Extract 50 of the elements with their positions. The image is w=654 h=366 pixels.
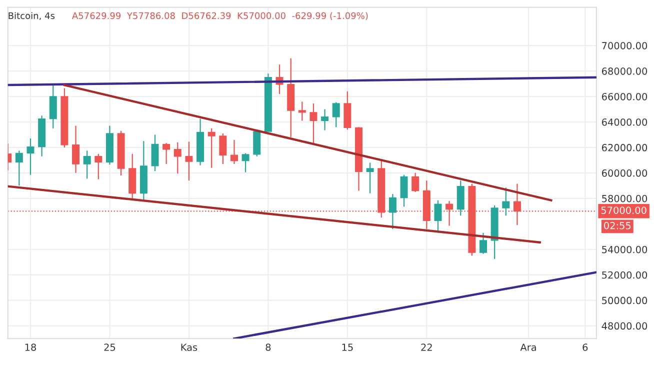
candlestick bbox=[185, 141, 193, 182]
x-tick-label: 22 bbox=[421, 344, 432, 351]
x-tick-label: Ara bbox=[520, 344, 536, 351]
candlestick bbox=[434, 200, 442, 234]
candlestick bbox=[208, 128, 216, 168]
candlestick bbox=[480, 232, 487, 254]
x-tick-label: 25 bbox=[104, 344, 116, 351]
candlestick bbox=[253, 130, 261, 157]
annotation: A57629.99 Y57786.08 D56762.39 K57000.00 -629.99 (-1.09%) bbox=[72, 12, 368, 20]
candlestick bbox=[219, 132, 227, 165]
chart-title: Bitcoin, 4s bbox=[8, 12, 55, 20]
text: 02:55 bbox=[604, 222, 631, 230]
x-tick-label: 6 bbox=[582, 344, 588, 351]
y-tick-label: 62000.00 bbox=[602, 144, 648, 152]
candlestick bbox=[412, 172, 420, 193]
y-tick-label: 66000.00 bbox=[602, 92, 648, 100]
y-tick-label: 52000.00 bbox=[602, 271, 648, 279]
y-tick-label: 48000.00 bbox=[602, 322, 648, 330]
candlestick bbox=[49, 83, 57, 129]
candlestick bbox=[366, 162, 374, 194]
candlestick bbox=[174, 142, 182, 174]
candlestick bbox=[388, 193, 396, 230]
candlestick bbox=[72, 125, 80, 174]
candlestick bbox=[332, 102, 340, 128]
candlestick bbox=[400, 174, 408, 208]
y-tick-label: 64000.00 bbox=[602, 118, 648, 126]
candlestick bbox=[26, 138, 34, 176]
candlestick bbox=[298, 101, 306, 122]
candlestick bbox=[456, 180, 464, 216]
y-tick-label: 50000.00 bbox=[602, 296, 648, 304]
candlestick bbox=[94, 153, 102, 180]
y-tick-label: 60000.00 bbox=[602, 169, 648, 177]
ref-line-label: 57000.00 bbox=[601, 206, 646, 214]
y-tick-label: 70000.00 bbox=[602, 42, 648, 50]
y-tick-label: 58000.00 bbox=[602, 194, 648, 202]
x-tick-label: 8 bbox=[266, 344, 271, 351]
x-tick-label: 18 bbox=[25, 344, 36, 351]
x-tick-label: Kas bbox=[181, 344, 198, 351]
candlestick bbox=[83, 150, 91, 180]
candlestick bbox=[15, 150, 23, 186]
candlestick bbox=[242, 152, 250, 173]
candlestick bbox=[151, 134, 159, 172]
candlestick bbox=[162, 142, 170, 165]
y-tick-label: 68000.00 bbox=[602, 67, 648, 75]
candlestick bbox=[321, 108, 329, 131]
y-tick-label: 54000.00 bbox=[602, 246, 648, 254]
candlestick bbox=[310, 102, 318, 144]
x-tick-label: 15 bbox=[342, 344, 353, 351]
candlestick bbox=[230, 139, 238, 165]
candlestick bbox=[502, 187, 510, 216]
